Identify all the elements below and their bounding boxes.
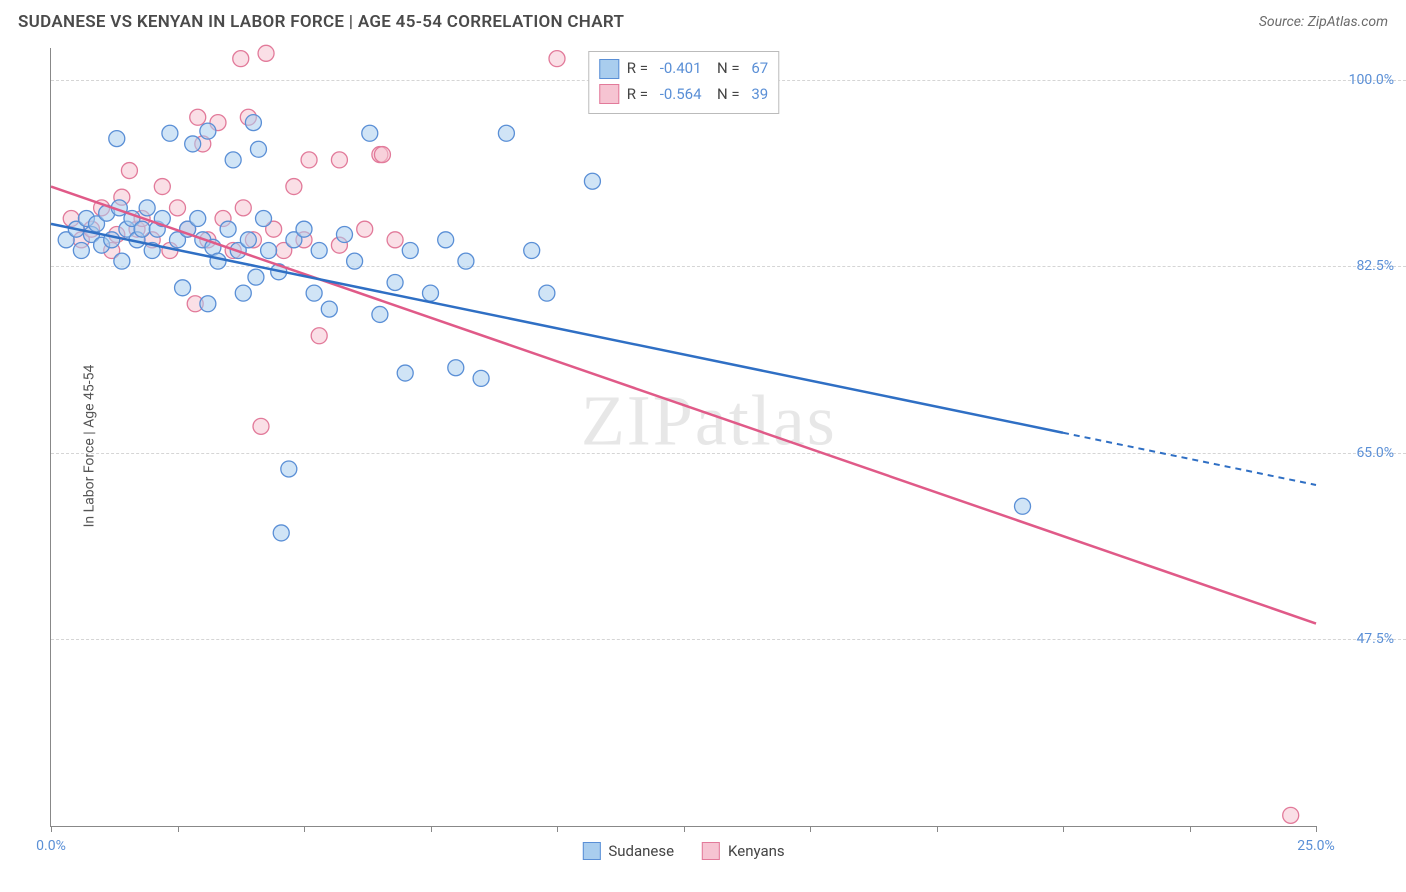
legend-label-sudanese: Sudanese <box>608 842 674 860</box>
n-value-kenyans: 39 <box>751 82 768 108</box>
x-tick <box>1063 826 1064 832</box>
x-tick-label: 25.0% <box>1297 838 1335 854</box>
chart-title: SUDANESE VS KENYAN IN LABOR FORCE | AGE … <box>18 12 624 32</box>
x-tick <box>684 826 685 832</box>
source-attribution: Source: ZipAtlas.com <box>1259 14 1388 30</box>
correlation-legend: R = -0.401 N = 67 R = -0.564 N = 39 <box>588 51 779 114</box>
y-tick-label: 82.5% <box>1356 258 1394 274</box>
r-value-kenyans: -0.564 <box>660 82 702 108</box>
swatch-sudanese <box>599 59 619 79</box>
scatter-plot-svg <box>51 48 1316 826</box>
x-tick <box>1316 826 1317 832</box>
y-tick-label: 65.0% <box>1356 445 1394 461</box>
r-value-sudanese: -0.401 <box>660 56 702 82</box>
legend-item-kenyans: Kenyans <box>702 842 785 860</box>
legend-row-sudanese: R = -0.401 N = 67 <box>599 56 768 82</box>
n-value-sudanese: 67 <box>751 56 768 82</box>
legend-row-kenyans: R = -0.564 N = 39 <box>599 82 768 108</box>
x-tick <box>431 826 432 832</box>
x-tick-label: 0.0% <box>36 838 66 854</box>
x-tick <box>1190 826 1191 832</box>
x-tick <box>557 826 558 832</box>
swatch-kenyans-icon <box>702 842 720 860</box>
y-tick-label: 47.5% <box>1356 631 1394 647</box>
chart-plot-area: ZIPatlas 47.5%65.0%82.5%100.0% 0.0%25.0%… <box>50 48 1316 827</box>
x-tick <box>51 826 52 832</box>
x-tick <box>304 826 305 832</box>
swatch-sudanese-icon <box>582 842 600 860</box>
swatch-kenyans <box>599 84 619 104</box>
x-tick <box>937 826 938 832</box>
y-tick-label: 100.0% <box>1349 72 1394 88</box>
x-tick <box>810 826 811 832</box>
x-tick <box>178 826 179 832</box>
legend-label-kenyans: Kenyans <box>728 842 785 860</box>
series-legend: Sudanese Kenyans <box>582 842 784 860</box>
legend-item-sudanese: Sudanese <box>582 842 674 860</box>
